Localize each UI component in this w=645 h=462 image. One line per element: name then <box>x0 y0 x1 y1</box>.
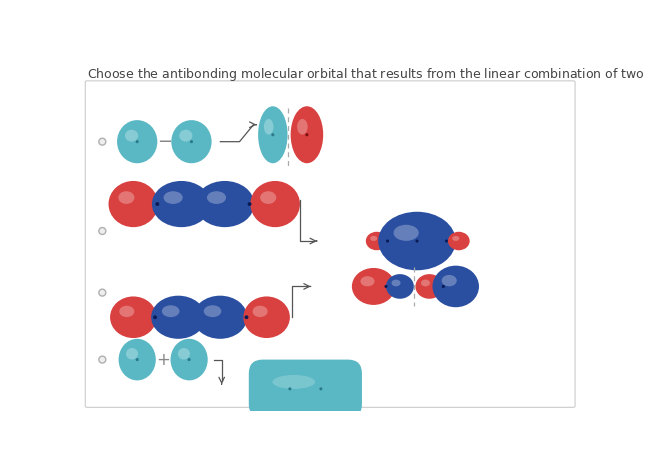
Ellipse shape <box>384 285 388 288</box>
Ellipse shape <box>99 289 106 296</box>
Ellipse shape <box>135 358 139 361</box>
Ellipse shape <box>366 232 388 250</box>
Ellipse shape <box>288 387 292 390</box>
Ellipse shape <box>392 280 401 286</box>
Ellipse shape <box>151 296 205 339</box>
Ellipse shape <box>99 138 106 145</box>
Ellipse shape <box>164 191 183 204</box>
Ellipse shape <box>190 140 193 143</box>
Ellipse shape <box>110 297 157 338</box>
Ellipse shape <box>99 227 106 235</box>
Ellipse shape <box>393 225 419 241</box>
FancyBboxPatch shape <box>85 81 575 407</box>
Ellipse shape <box>386 274 414 299</box>
Ellipse shape <box>272 133 274 136</box>
Ellipse shape <box>258 106 288 163</box>
Ellipse shape <box>179 130 192 141</box>
Ellipse shape <box>421 280 430 286</box>
Ellipse shape <box>370 236 377 241</box>
Ellipse shape <box>253 306 268 317</box>
Ellipse shape <box>162 305 179 317</box>
Ellipse shape <box>117 120 157 163</box>
Ellipse shape <box>118 191 134 204</box>
Text: Choose the antibonding molecular orbital that results from the linear combinatio: Choose the antibonding molecular orbital… <box>87 66 645 83</box>
Ellipse shape <box>442 285 445 288</box>
Ellipse shape <box>172 120 212 163</box>
Ellipse shape <box>108 181 158 227</box>
Ellipse shape <box>248 202 252 206</box>
Ellipse shape <box>305 133 308 136</box>
FancyBboxPatch shape <box>249 359 362 418</box>
Ellipse shape <box>442 275 457 286</box>
Ellipse shape <box>126 348 138 359</box>
Ellipse shape <box>204 305 221 317</box>
Ellipse shape <box>264 119 273 134</box>
Ellipse shape <box>415 274 443 299</box>
Ellipse shape <box>153 315 157 319</box>
Ellipse shape <box>433 266 479 307</box>
Text: +: + <box>157 351 170 369</box>
Ellipse shape <box>119 306 134 317</box>
Ellipse shape <box>386 239 389 243</box>
Ellipse shape <box>319 387 322 390</box>
Ellipse shape <box>291 106 323 163</box>
Text: −: − <box>157 133 172 151</box>
Ellipse shape <box>272 375 315 389</box>
Ellipse shape <box>178 348 190 359</box>
Ellipse shape <box>297 119 308 134</box>
Ellipse shape <box>155 202 159 206</box>
Ellipse shape <box>170 339 208 380</box>
Ellipse shape <box>378 212 456 270</box>
Ellipse shape <box>260 191 276 204</box>
Ellipse shape <box>244 315 248 319</box>
Ellipse shape <box>119 339 156 380</box>
Ellipse shape <box>152 181 211 227</box>
Ellipse shape <box>361 276 375 286</box>
Ellipse shape <box>415 239 419 243</box>
Ellipse shape <box>250 181 300 227</box>
Ellipse shape <box>188 358 191 361</box>
Ellipse shape <box>135 140 139 143</box>
Ellipse shape <box>445 239 448 243</box>
Ellipse shape <box>452 236 459 241</box>
Ellipse shape <box>448 232 470 250</box>
Ellipse shape <box>195 181 254 227</box>
Ellipse shape <box>243 297 290 338</box>
Ellipse shape <box>207 191 226 204</box>
Ellipse shape <box>352 268 395 305</box>
Ellipse shape <box>125 130 138 141</box>
Ellipse shape <box>193 296 247 339</box>
Ellipse shape <box>99 356 106 363</box>
